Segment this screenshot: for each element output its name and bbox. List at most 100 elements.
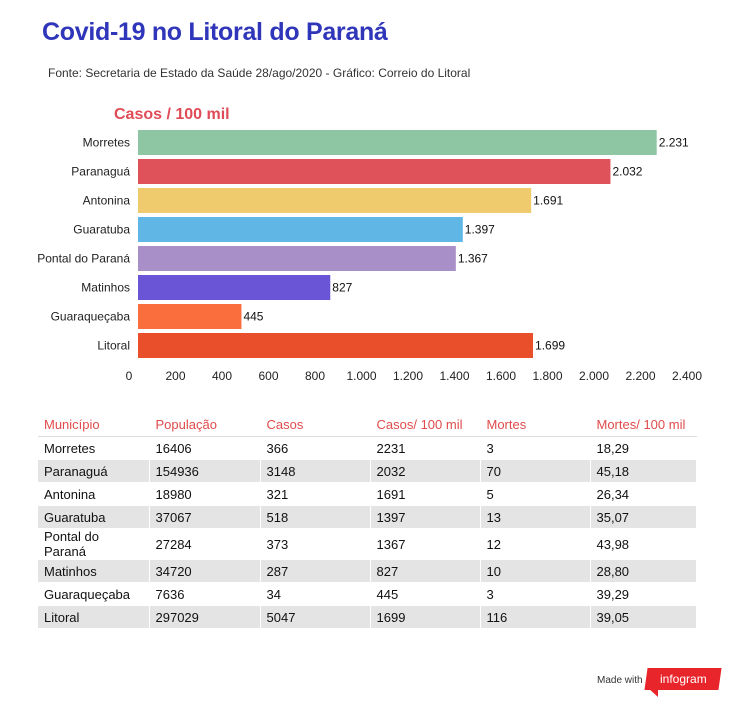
bar-0 — [138, 130, 657, 155]
table-cell: 45,18 — [590, 459, 697, 483]
x-tick-label: 2.000 — [579, 369, 609, 383]
table-header-cell: Mortes/ 100 mil — [590, 413, 697, 437]
table-header-row: Município População Casos Casos/ 100 mil Mor… — [38, 413, 697, 437]
table-cell: 297029 — [149, 605, 261, 629]
table-cell: Matinhos — [38, 559, 150, 583]
table-cell: 10 — [480, 559, 591, 583]
bar-5 — [138, 275, 331, 300]
table-row: Paranaguá 154936 3148 2032 70 45,18 — [38, 459, 697, 483]
table-cell: 116 — [480, 605, 591, 629]
table-cell: 366 — [260, 436, 371, 460]
table-cell: 26,34 — [590, 482, 697, 506]
table-cell: 43,98 — [590, 528, 697, 560]
page-title: Covid-19 no Litoral do Paraná — [42, 18, 388, 46]
table-cell: 1397 — [370, 505, 481, 529]
value-label: 1.397 — [465, 223, 495, 237]
table-cell: Antonina — [38, 482, 150, 506]
bar-6 — [138, 304, 242, 329]
table-cell: 39,29 — [590, 582, 697, 606]
table-header-cell: Município — [38, 413, 150, 437]
table-cell: 28,80 — [590, 559, 697, 583]
table-cell: 18,29 — [590, 436, 697, 460]
table-cell: Pontal do Paraná — [38, 528, 150, 560]
table-row: Matinhos 34720 287 827 10 28,80 — [38, 559, 697, 583]
table-cell: Guaratuba — [38, 505, 150, 529]
table-header-cell: Casos/ 100 mil — [370, 413, 481, 437]
table-cell: Guaraqueçaba — [38, 582, 150, 606]
table-cell: 518 — [260, 505, 371, 529]
bar-7 — [138, 333, 534, 358]
table-cell: 1367 — [370, 528, 481, 560]
category-label: Litoral — [97, 339, 130, 353]
table-cell: 16406 — [149, 436, 261, 460]
x-tick-label: 0 — [126, 369, 133, 383]
category-label: Morretes — [83, 136, 130, 150]
table-header-cell: Casos — [260, 413, 371, 437]
value-label: 1.691 — [533, 194, 563, 208]
x-tick-label: 1.200 — [393, 369, 423, 383]
table-cell: 445 — [370, 582, 481, 606]
category-label: Pontal do Paraná — [37, 252, 130, 266]
table-header-cell: População — [149, 413, 261, 437]
bar-4 — [138, 246, 456, 271]
bar-2 — [138, 188, 532, 213]
table-cell: 1691 — [370, 482, 481, 506]
table-cell: 2231 — [370, 436, 481, 460]
bar-chart: Morretes 2.231 Paranaguá 2.032 Antonina 1.691… — [37, 130, 702, 383]
table-cell: 2032 — [370, 459, 481, 483]
table-cell: 70 — [480, 459, 591, 483]
x-tick-label: 2.400 — [672, 369, 702, 383]
infogram-logo-text: infogram — [660, 672, 707, 686]
x-tick-label: 1.400 — [439, 369, 469, 383]
table-row: Antonina 18980 321 1691 5 26,34 — [38, 482, 697, 506]
table-cell: 27284 — [149, 528, 261, 560]
table-body: Morretes 16406 366 2231 3 18,29 Paranaguá 15493… — [38, 436, 697, 629]
bar-1 — [138, 159, 611, 184]
bar-3 — [138, 217, 463, 242]
table-cell: 373 — [260, 528, 371, 560]
table-cell: 35,07 — [590, 505, 697, 529]
value-label: 1.699 — [535, 339, 565, 353]
value-label: 1.367 — [458, 252, 488, 266]
table-cell: 287 — [260, 559, 371, 583]
table-row: Litoral 297029 5047 1699 116 39,05 — [38, 605, 697, 629]
chart-title: Casos / 100 mil — [114, 106, 230, 123]
category-label: Matinhos — [81, 281, 130, 295]
table-cell: 39,05 — [590, 605, 697, 629]
x-tick-label: 1.000 — [346, 369, 376, 383]
x-tick-label: 1.800 — [532, 369, 562, 383]
table-cell: 5047 — [260, 605, 371, 629]
table-row: Pontal do Paraná 27284 373 1367 12 43,98 — [38, 528, 697, 560]
table-cell: 7636 — [149, 582, 261, 606]
infogram-logo-tail — [648, 688, 658, 697]
table-cell: 827 — [370, 559, 481, 583]
data-table: Município População Casos Casos/ 100 mil Mor… — [38, 413, 697, 629]
table-cell: 34 — [260, 582, 371, 606]
x-tick-label: 400 — [212, 369, 232, 383]
source-note: Fonte: Secretaria de Estado da Saúde 28/… — [48, 66, 471, 80]
table-cell: 3 — [480, 582, 591, 606]
x-tick-label: 1.600 — [486, 369, 516, 383]
x-tick-label: 2.200 — [625, 369, 655, 383]
table-cell: Morretes — [38, 436, 150, 460]
category-label: Guaraqueçaba — [51, 310, 131, 324]
table-row: Guaratuba 37067 518 1397 13 35,07 — [38, 505, 697, 529]
table-cell: 154936 — [149, 459, 261, 483]
category-label: Guaratuba — [73, 223, 130, 237]
table-cell: 37067 — [149, 505, 261, 529]
table-header-cell: Mortes — [480, 413, 591, 437]
table-cell: 34720 — [149, 559, 261, 583]
table-row: Morretes 16406 366 2231 3 18,29 — [38, 436, 697, 460]
x-tick-label: 600 — [258, 369, 278, 383]
table-cell: 13 — [480, 505, 591, 529]
table-cell: 12 — [480, 528, 591, 560]
table-cell: 3 — [480, 436, 591, 460]
x-tick-label: 200 — [165, 369, 185, 383]
value-label: 445 — [243, 310, 263, 324]
table-cell: 1699 — [370, 605, 481, 629]
value-label: 2.231 — [659, 136, 689, 150]
table-cell: 321 — [260, 482, 371, 506]
table-cell: Paranaguá — [38, 459, 150, 483]
category-label: Antonina — [83, 194, 131, 208]
table-cell: 5 — [480, 482, 591, 506]
